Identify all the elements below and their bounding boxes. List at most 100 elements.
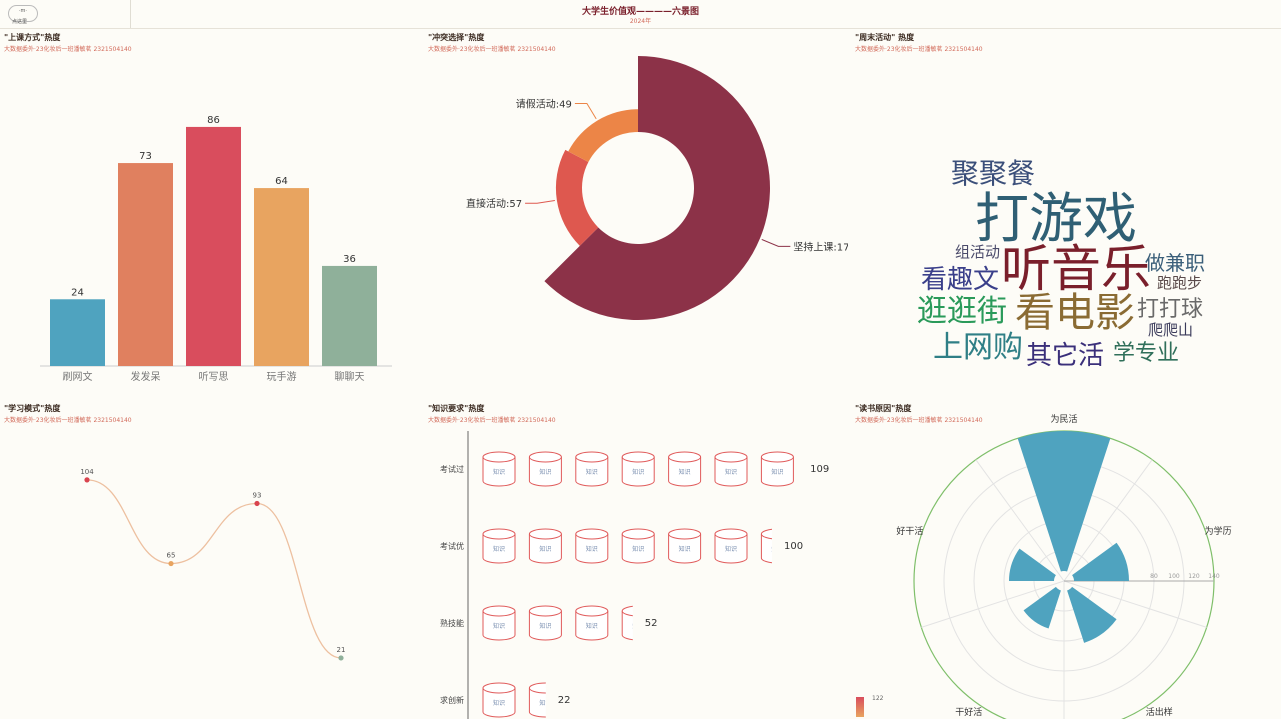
page-title: 大学生价值观————六景图 <box>581 7 699 17</box>
chart-title: "上课方式"热度 <box>4 33 61 42</box>
y-tick-label: 求创新 <box>440 695 464 705</box>
cylinder-body <box>482 611 516 641</box>
word-cloud-word: 逛逛街 <box>917 294 1007 329</box>
rose-chart-svg: 坚持上课:177 直接活动:57 请假活动:49 <box>466 56 848 320</box>
word-cloud-word: 看趣文 <box>921 265 1000 295</box>
knowledge-cylinder-icon: 知识 <box>621 605 633 641</box>
bar-value-label: 73 <box>139 151 152 162</box>
cylinder-label: 知识 <box>632 468 644 476</box>
point-value-label: 104 <box>80 468 94 476</box>
knowledge-cylinder-icon: 知识 <box>482 605 516 641</box>
knowledge-cylinder-icon: 知识 <box>714 528 748 564</box>
cylinder-body <box>668 534 702 564</box>
cylinder-body <box>528 688 546 718</box>
cylinder-label: 知识 <box>493 545 505 553</box>
angle-grid-line <box>1063 580 1207 628</box>
knowledge-cylinder-icon: 知识 <box>528 682 546 718</box>
point-value-label: 65 <box>167 552 176 560</box>
bar-value-label: 24 <box>71 287 84 298</box>
cylinder-body <box>575 611 609 641</box>
cylinder-body <box>714 457 748 487</box>
bar-value-label: 36 <box>343 254 356 265</box>
word-cloud-word: 打游戏 <box>975 187 1137 250</box>
bar-value-label: 64 <box>275 176 288 187</box>
cylinder-top <box>575 451 609 463</box>
bar <box>254 188 309 366</box>
bar-value-label: 86 <box>207 115 220 126</box>
panel-study-mode: "学习模式"热度 大数据委外·23化妆后一班潘敏茗 2321504140 104… <box>0 401 424 719</box>
x-tick-label: 发发呆 <box>131 370 161 383</box>
visual-map-max-label: 122 <box>872 695 884 702</box>
radial-tick-label: 80 <box>1150 573 1158 580</box>
knowledge-cylinder-icon: 知识 <box>575 451 609 487</box>
polar-bar <box>1017 431 1111 572</box>
cylinder-top <box>575 528 609 540</box>
header: ·m· 点这里 大学生价值观————六景图 2024年 <box>0 0 1281 29</box>
symbol-row: 知识 知识 <box>482 682 546 718</box>
knowledge-cylinder-icon: 知识 <box>482 451 516 487</box>
cylinder-top <box>760 528 772 540</box>
panel-conflict-choice: "冲突选择"热度 大数据委外·23化妆后一班潘敏茗 2321504140 坚持上… <box>424 30 848 388</box>
cylinder-top <box>668 451 702 463</box>
knowledge-cylinder-icon: 知识 <box>668 528 702 564</box>
cylinder-top <box>621 605 633 617</box>
knowledge-cylinder-icon: 知识 <box>760 528 783 564</box>
y-tick-label: 熟技能 <box>440 618 464 628</box>
x-tick-label: 玩手游 <box>267 370 297 383</box>
cylinder-body <box>528 457 562 487</box>
angle-category-label: 好干活 <box>896 525 923 537</box>
angle-grid-line <box>975 459 1065 582</box>
bar-value-label: 100 <box>784 541 803 552</box>
cylinder-top <box>621 451 655 463</box>
logo[interactable]: ·m· <box>8 5 38 22</box>
label-leader-line <box>525 200 555 204</box>
chart-subtitle: 大数据委外·23化妆后一班潘敏茗 2321504140 <box>4 46 132 53</box>
series-line <box>86 479 342 659</box>
word-cloud-word: 其它活 <box>1026 341 1105 371</box>
cylinder-body <box>621 611 633 641</box>
cylinder-top <box>482 528 516 540</box>
cylinder-top <box>528 451 562 463</box>
page-subtitle: 2024年 <box>629 18 652 25</box>
bar-value-label: 22 <box>558 695 571 706</box>
knowledge-cylinder-icon: 知识 <box>575 605 609 641</box>
knowledge-cylinder-icon: 知识 <box>528 605 562 641</box>
cylinder-label: 知识 <box>679 545 691 553</box>
symbol-row: 知识 知识 知识 知识 知识 知识 知识 <box>482 528 783 564</box>
chart-subtitle: 大数据委外·23化妆后一班潘敏茗 2321504140 <box>855 46 983 53</box>
data-point <box>254 500 260 507</box>
word-cloud-word: 学专业 <box>1113 341 1180 366</box>
cylinder-label: 知识 <box>586 622 598 630</box>
symbol-row: 知识 知识 知识 知识 知识 知识 知识 <box>482 451 794 487</box>
slice-label: 直接活动:57 <box>466 197 522 210</box>
cylinder-body <box>575 534 609 564</box>
word-cloud-word: 做兼职 <box>1145 251 1205 275</box>
chart-title: "学习模式"热度 <box>4 404 61 413</box>
bar <box>50 299 105 366</box>
cylinder-top <box>714 451 748 463</box>
polar-bar <box>1072 542 1129 581</box>
word-cloud-word: 爬爬山 <box>1148 321 1194 339</box>
cylinder-label: 知识 <box>539 468 551 476</box>
label-leader-line <box>574 103 597 120</box>
chart-title: "知识要求"热度 <box>428 404 485 413</box>
knowledge-cylinder-icon: 知识 <box>621 451 655 487</box>
angle-grid-line <box>921 580 1065 628</box>
y-tick-label: 考试过 <box>440 464 464 474</box>
rose-slice <box>544 56 770 320</box>
cylinder-label: 知识 <box>771 545 783 553</box>
word-cloud-word: 组活动 <box>955 243 1001 261</box>
cylinder-top <box>621 528 655 540</box>
data-point <box>84 477 90 483</box>
cylinder-top <box>482 451 516 463</box>
word-cloud-word: 跑跑步 <box>1157 274 1203 292</box>
cylinder-body <box>528 611 562 641</box>
bar <box>322 265 377 366</box>
chart-subtitle: 大数据委外·23化妆后一班潘敏茗 2321504140 <box>428 417 556 424</box>
cylinder-label: 知识 <box>586 545 598 553</box>
panel-class-mode: "上课方式"热度 大数据委外·23化妆后一班潘敏茗 2321504140 24 刷… <box>0 30 424 388</box>
angle-category-label: 干好活 <box>955 706 982 718</box>
cylinder-label: 知识 <box>493 468 505 476</box>
chart-title: "冲突选择"热度 <box>428 33 485 42</box>
word-cloud-word: 听音乐 <box>1001 240 1151 298</box>
